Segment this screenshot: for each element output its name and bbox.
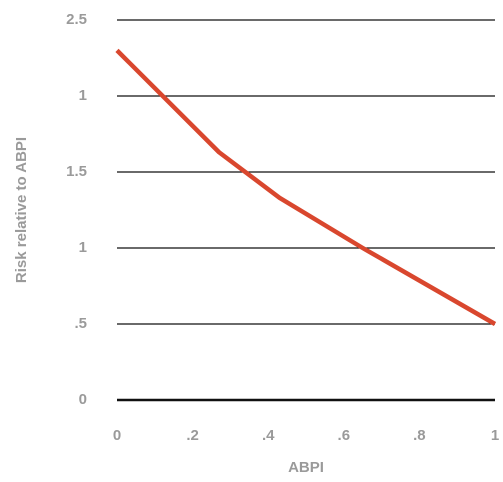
data-line <box>115 48 497 326</box>
y-tick-label: 2.5 <box>66 11 87 28</box>
x-tick-label: .4 <box>262 427 275 444</box>
y-tick-label: 1.5 <box>66 163 87 180</box>
x-tick-label: .6 <box>338 427 351 444</box>
x-axis-title: ABPI <box>288 459 324 476</box>
y-tick-label: 1 <box>79 239 87 256</box>
x-tick-label: .8 <box>413 427 426 444</box>
y-axis-title: Risk relative to ABPI <box>13 137 30 283</box>
x-tick-label: 1 <box>491 427 499 444</box>
x-tick-label: .2 <box>186 427 199 444</box>
y-tick-label: 0 <box>79 391 87 408</box>
x-tick-label: 0 <box>113 427 121 444</box>
y-tick-label: .5 <box>74 315 87 332</box>
y-tick-label: 1 <box>79 87 87 104</box>
